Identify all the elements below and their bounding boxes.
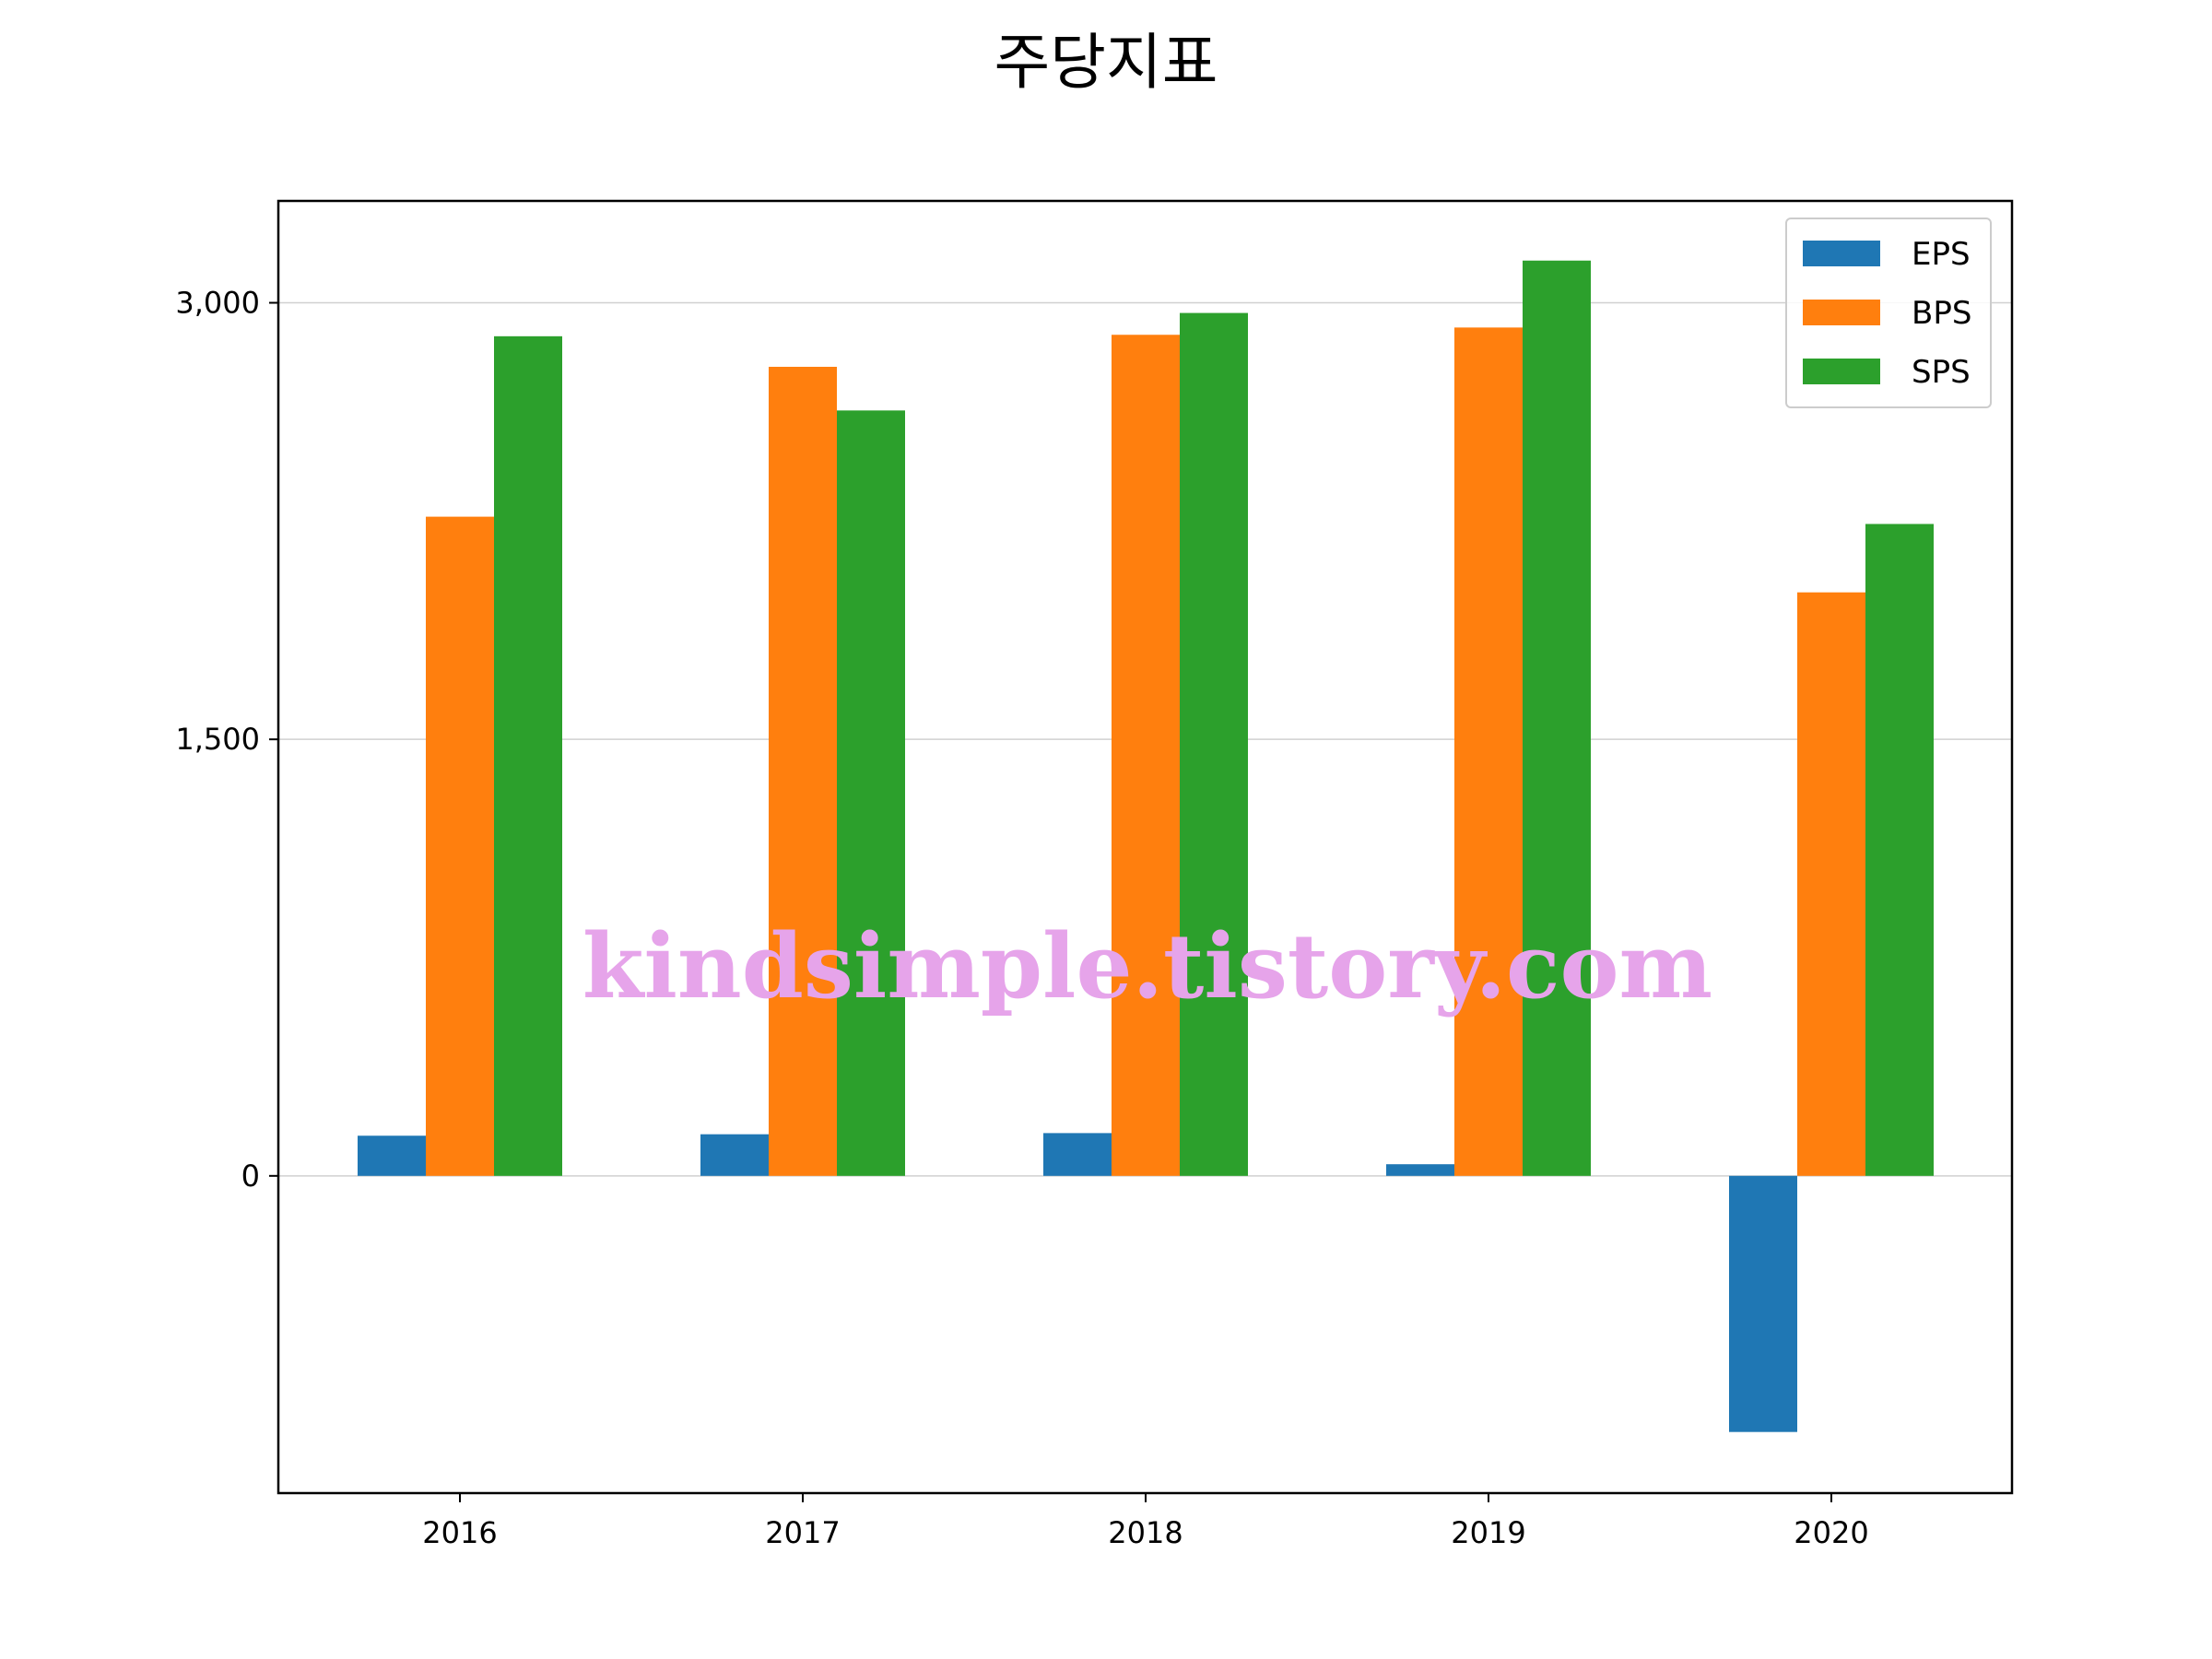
x-tick-label: 2020 bbox=[1794, 1515, 1868, 1550]
bar-sps-2017 bbox=[837, 410, 905, 1176]
bar-bps-2016 bbox=[426, 516, 494, 1176]
bar-bps-2020 bbox=[1797, 592, 1865, 1176]
bar-eps-2018 bbox=[1043, 1133, 1112, 1176]
x-tick-label: 2017 bbox=[765, 1515, 840, 1550]
bar-sps-2020 bbox=[1865, 524, 1934, 1176]
x-tick-label: 2018 bbox=[1108, 1515, 1182, 1550]
bar-sps-2018 bbox=[1180, 312, 1248, 1176]
legend-swatch-sps bbox=[1803, 359, 1880, 384]
legend-label-sps: SPS bbox=[1912, 354, 1971, 391]
bar-sps-2019 bbox=[1523, 260, 1591, 1176]
legend-label-bps: BPS bbox=[1912, 295, 1971, 332]
legend-label-eps: EPS bbox=[1912, 236, 1971, 273]
legend-swatch-eps bbox=[1803, 241, 1880, 266]
bar-bps-2019 bbox=[1454, 327, 1523, 1176]
plot-frame bbox=[276, 199, 2014, 1495]
bars bbox=[358, 260, 1934, 1432]
legend: EPS BPS SPS bbox=[1785, 218, 1992, 408]
bar-eps-2017 bbox=[700, 1134, 769, 1176]
legend-swatch-bps bbox=[1803, 300, 1880, 325]
bar-eps-2019 bbox=[1386, 1164, 1454, 1176]
bar-bps-2018 bbox=[1112, 335, 1180, 1176]
bar-bps-2017 bbox=[769, 366, 837, 1176]
bar-eps-2016 bbox=[358, 1135, 426, 1176]
bar-sps-2016 bbox=[494, 335, 562, 1176]
x-tick-label: 2016 bbox=[422, 1515, 497, 1550]
x-tick-label: 2019 bbox=[1451, 1515, 1525, 1550]
bar-eps-2020 bbox=[1729, 1175, 1797, 1432]
watermark: kindsimple.tistory.com bbox=[582, 914, 1712, 1018]
y-tick-label: 3,000 bbox=[175, 286, 260, 321]
axes: 0 1,500 3,000 2016 2017 2018 2019 2020 bbox=[175, 199, 2014, 1550]
chart-title: 주당지표 bbox=[994, 27, 1218, 98]
y-tick-label: 0 bbox=[241, 1159, 260, 1194]
y-tick-label: 1,500 bbox=[175, 722, 260, 757]
